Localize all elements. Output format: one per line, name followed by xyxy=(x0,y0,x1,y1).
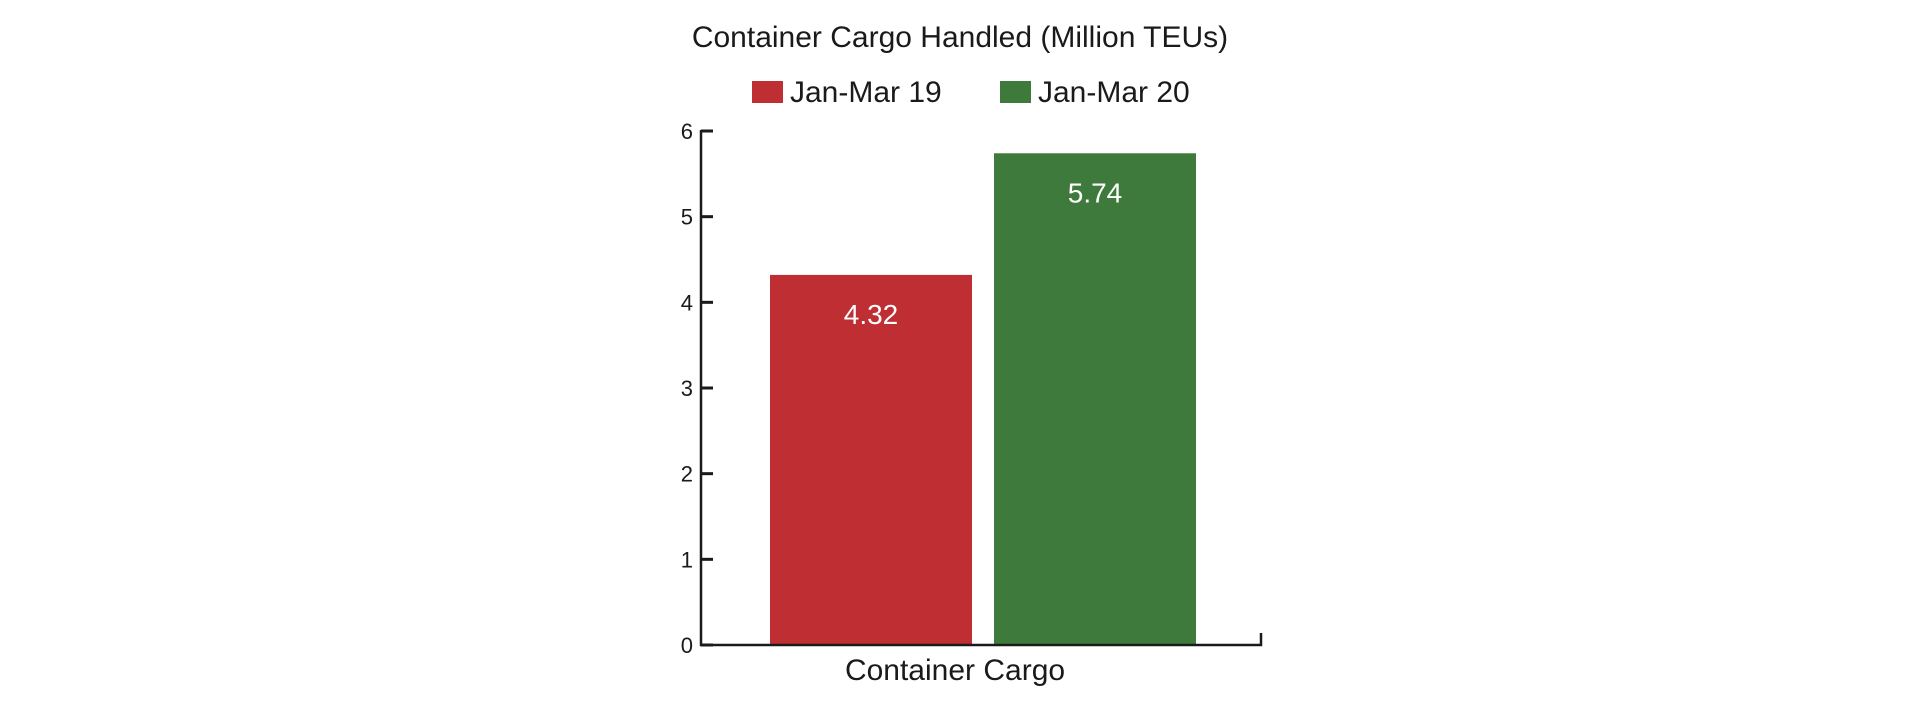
x-category-label: Container Cargo xyxy=(845,654,1065,687)
axis-lines xyxy=(699,130,1263,647)
bar-jan-mar-20 xyxy=(994,153,1196,646)
y-tick-label: 5 xyxy=(681,205,693,230)
chart-title: Container Cargo Handled (Million TEUs) xyxy=(692,21,1228,54)
legend: Jan-Mar 19 Jan-Mar 20 xyxy=(752,76,1190,109)
legend-label-jan-mar-19: Jan-Mar 19 xyxy=(790,76,942,109)
y-tick-label: 4 xyxy=(681,290,693,315)
y-tick-label: 1 xyxy=(681,547,693,572)
y-tick-label: 3 xyxy=(681,376,693,401)
y-tick-label: 0 xyxy=(681,633,693,658)
legend-label-jan-mar-20: Jan-Mar 20 xyxy=(1038,76,1190,109)
y-tick-label: 2 xyxy=(681,462,693,487)
bar-value-label: 4.32 xyxy=(844,299,899,330)
y-tick-label: 6 xyxy=(681,119,693,144)
bar-value-label: 5.74 xyxy=(1068,177,1123,208)
bar-jan-mar-19 xyxy=(770,274,972,645)
y-axis-ticks: 0 1 2 3 4 5 6 xyxy=(681,119,713,658)
legend-swatch-jan-mar-20 xyxy=(1000,81,1031,103)
bars: 4.32 5.74 xyxy=(770,153,1196,646)
legend-swatch-jan-mar-19 xyxy=(752,81,783,103)
